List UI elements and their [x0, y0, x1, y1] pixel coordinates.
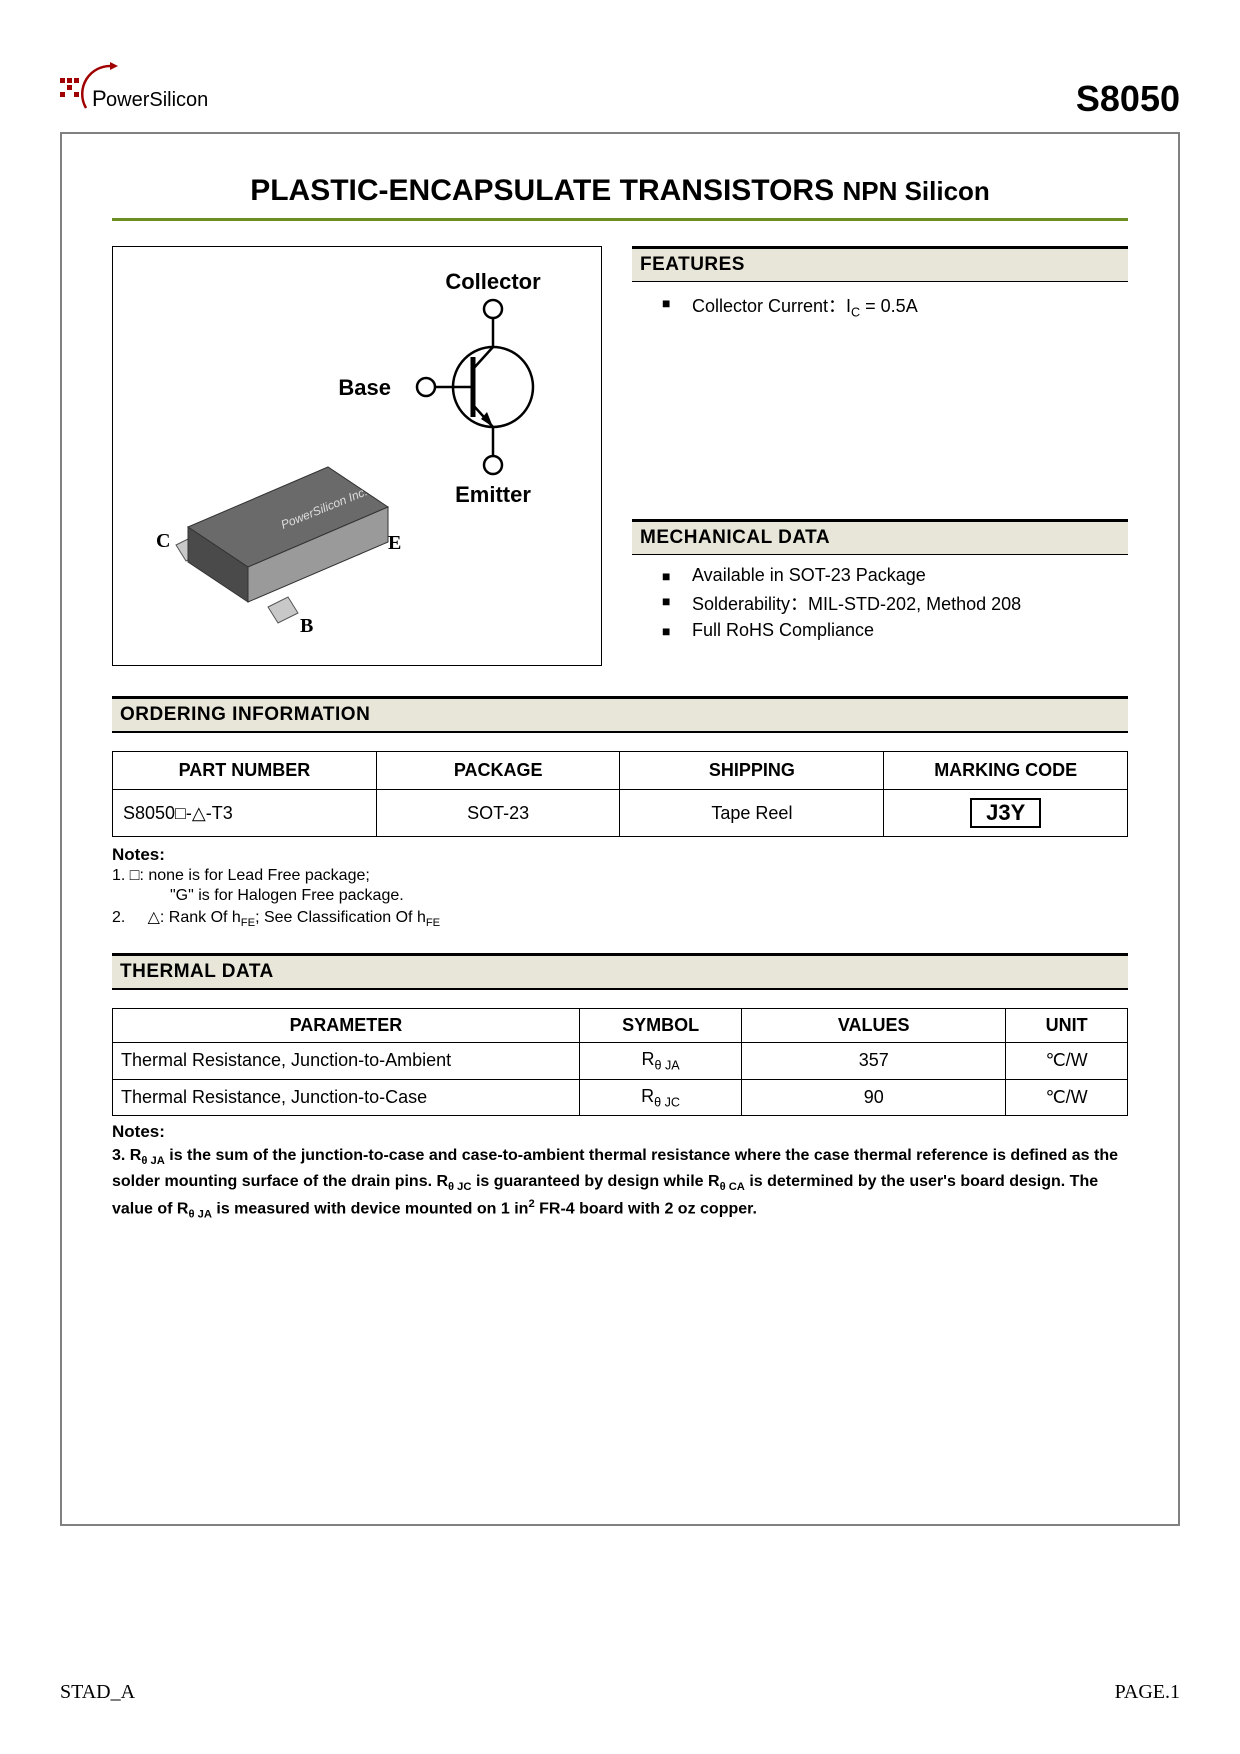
note-item: 2. △: Rank Of hFE; See Classification Of… [112, 907, 1128, 929]
cell-param: Thermal Resistance, Junction-to-Ambient [113, 1043, 580, 1080]
table-row: Thermal Resistance, Junction-to-Ambient … [113, 1043, 1128, 1080]
table-row: S8050□-△-T3 SOT-23 Tape Reel J3Y [113, 790, 1128, 837]
mech-item: Available in SOT-23 Package [662, 565, 1128, 586]
title-main: PLASTIC-ENCAPSULATE TRANSISTORS [250, 174, 834, 207]
svg-text:P: P [92, 86, 107, 111]
cell-param: Thermal Resistance, Junction-to-Case [113, 1079, 580, 1116]
ordering-notes: 1. □: none is for Lead Free package; "G"… [112, 867, 1128, 929]
svg-text:E: E [388, 532, 401, 554]
col-unit: UNIT [1006, 1009, 1128, 1043]
cell-package: SOT-23 [376, 790, 620, 837]
cell-symbol: Rθ JC [579, 1079, 741, 1116]
footer-right: PAGE.1 [1115, 1681, 1180, 1704]
svg-text:Collector: Collector [445, 269, 541, 294]
header: P owerSilicon S8050 [60, 60, 1180, 120]
cell-marking: J3Y [884, 790, 1128, 837]
feature-item: Collector Current：IC = 0.5A [662, 292, 1128, 320]
sot23-package-icon: PowerSilicon Inc. C E B [156, 467, 401, 637]
cell-symbol: Rθ JA [579, 1043, 741, 1080]
transistor-diagram: Collector Emitter Base [112, 246, 602, 666]
col-shipping: SHIPPING [620, 752, 884, 790]
ordering-notes-heading: Notes: [112, 845, 1128, 865]
ordering-table: PART NUMBER PACKAGE SHIPPING MARKING COD… [112, 751, 1128, 837]
thermal-notes-heading: Notes: [112, 1122, 1128, 1142]
page-title: PLASTIC-ENCAPSULATE TRANSISTORS NPN Sili… [112, 174, 1128, 208]
col-values: VALUES [742, 1009, 1006, 1043]
mech-item: Full RoHS Compliance [662, 620, 1128, 641]
thermal-heading: THERMAL DATA [112, 953, 1128, 990]
mech-item: Solderability：MIL-STD-202, Method 208 [662, 590, 1128, 616]
cell-unit: ℃/W [1006, 1079, 1128, 1116]
npn-symbol-icon: Collector Emitter Base [338, 269, 541, 507]
features-heading: FEATURES [632, 246, 1128, 282]
cell-unit: ℃/W [1006, 1043, 1128, 1080]
col-marking: MARKING CODE [884, 752, 1128, 790]
title-divider [112, 218, 1128, 221]
cell-shipping: Tape Reel [620, 790, 884, 837]
note-item: 1. □: none is for Lead Free package; [112, 867, 1128, 885]
cell-value: 357 [742, 1043, 1006, 1080]
title-sub: NPN Silicon [842, 176, 989, 206]
thermal-note-3: 3. Rθ JA is the sum of the junction-to-c… [112, 1144, 1128, 1223]
svg-text:C: C [156, 530, 170, 552]
cell-value: 90 [742, 1079, 1006, 1116]
col-symbol: SYMBOL [579, 1009, 741, 1043]
footer: STAD_A PAGE.1 [60, 1681, 1180, 1704]
thermal-table: PARAMETER SYMBOL VALUES UNIT Thermal Res… [112, 1008, 1128, 1116]
mechanical-heading: MECHANICAL DATA [632, 519, 1128, 555]
logo: P owerSilicon [60, 60, 230, 120]
part-number-header: S8050 [1076, 78, 1180, 120]
mechanical-list: Available in SOT-23 Package Solderabilit… [632, 555, 1128, 641]
col-package: PACKAGE [376, 752, 620, 790]
col-parameter: PARAMETER [113, 1009, 580, 1043]
table-row: Thermal Resistance, Junction-to-Case Rθ … [113, 1079, 1128, 1116]
content-frame: PLASTIC-ENCAPSULATE TRANSISTORS NPN Sili… [60, 132, 1180, 1526]
footer-left: STAD_A [60, 1681, 135, 1704]
features-list: Collector Current：IC = 0.5A [632, 282, 1128, 320]
logo-text: owerSilicon [106, 89, 208, 111]
ordering-heading: ORDERING INFORMATION [112, 696, 1128, 733]
col-part: PART NUMBER [113, 752, 377, 790]
note-item: "G" is for Halogen Free package. [112, 887, 1128, 905]
svg-text:B: B [300, 615, 313, 637]
svg-text:Base: Base [338, 375, 391, 400]
logo-dots-icon [60, 78, 79, 97]
svg-text:Emitter: Emitter [455, 482, 531, 507]
cell-part: S8050□-△-T3 [113, 790, 377, 837]
